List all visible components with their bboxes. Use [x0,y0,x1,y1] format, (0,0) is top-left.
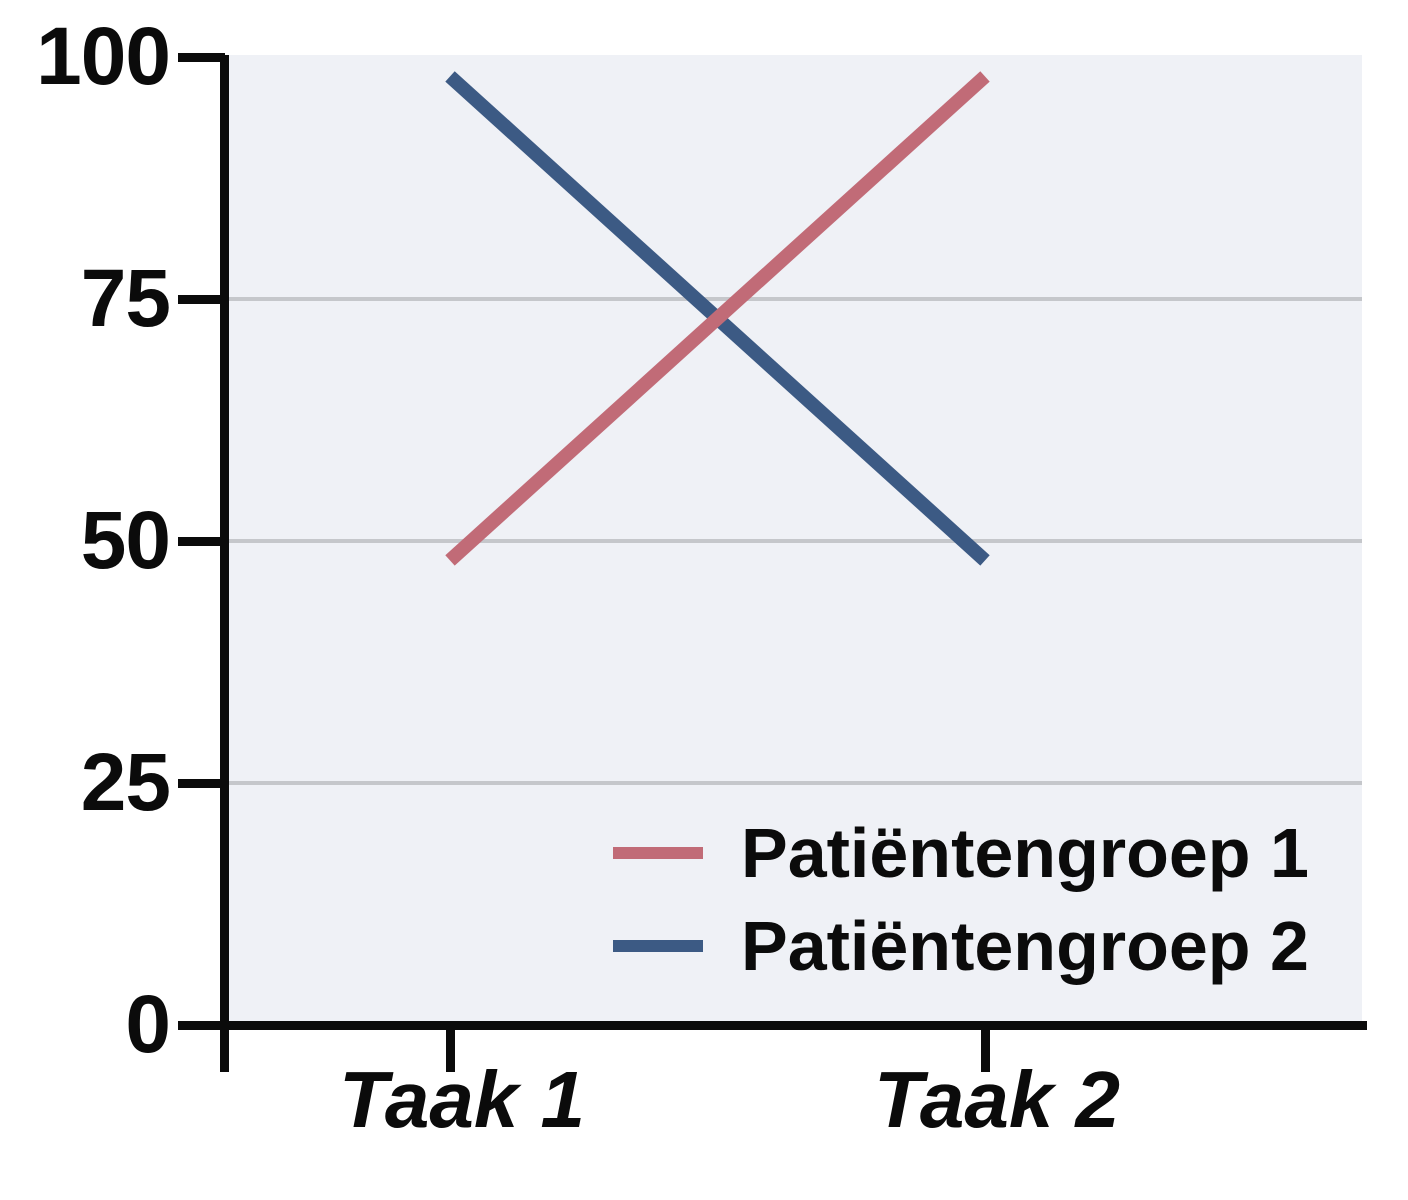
y-axis-line [220,55,229,1072]
legend-label-patientengroep-1: Patiëntengroep 1 [741,813,1309,892]
x-tick-label-taak-1: Taak 1 [338,1055,586,1144]
legend-swatch-patientengroep-2 [613,939,703,952]
y-tick-50 [178,537,225,546]
x-tick-label-taak-2: Taak 2 [873,1055,1121,1144]
legend-label-patientengroep-2: Patiëntengroep 2 [741,906,1309,985]
y-tick-label-100: 100 [36,11,171,102]
series-line-patientengroep-1 [445,71,990,566]
legend-item-patientengroep-1: Patiëntengroep 1 [613,806,1309,899]
y-tick-label-50: 50 [80,495,171,586]
legend-item-patientengroep-2: Patiëntengroep 2 [613,899,1309,992]
x-tick-taak-1 [446,1025,455,1072]
y-tick-75 [178,295,225,304]
gridline-25 [229,781,1362,785]
y-tick-label-0: 0 [125,979,171,1070]
y-tick-25 [178,779,225,788]
legend: Patiëntengroep 1 Patiëntengroep 2 [613,806,1309,992]
y-tick-100 [178,53,225,62]
y-tick-label-75: 75 [80,253,171,344]
x-tick-taak-2 [981,1025,990,1072]
gridline-50 [229,539,1362,543]
gridline-75 [229,297,1362,301]
legend-swatch-patientengroep-1 [613,846,703,859]
y-tick-label-25: 25 [80,737,171,828]
x-axis-line [178,1021,1367,1030]
